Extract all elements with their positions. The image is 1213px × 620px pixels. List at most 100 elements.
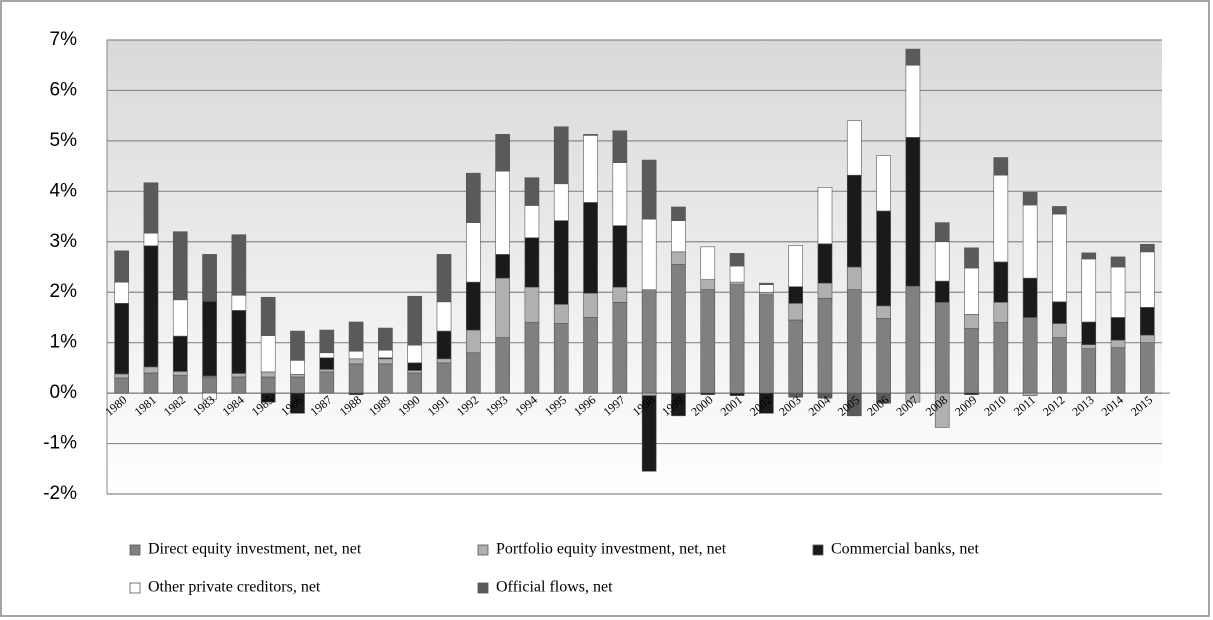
bar-segment xyxy=(905,64,921,138)
bar-segment xyxy=(788,286,804,304)
bar-segment xyxy=(524,286,540,323)
legend-swatch xyxy=(477,544,489,556)
bar-segment xyxy=(407,370,423,374)
bar-segment xyxy=(612,162,628,226)
bar-segment xyxy=(993,261,1009,303)
bar-segment xyxy=(876,305,891,319)
bar-segment xyxy=(964,267,979,315)
bar-segment xyxy=(436,362,452,394)
bar-segment xyxy=(729,281,745,285)
bar-segment xyxy=(583,292,598,318)
bar-segment xyxy=(495,277,510,338)
bar-segment xyxy=(524,205,540,239)
bar-segment xyxy=(172,375,188,394)
bar-segment xyxy=(143,245,159,368)
bar-segment xyxy=(231,310,247,374)
bar-segment xyxy=(114,377,129,394)
bar-segment xyxy=(671,251,686,265)
bar-segment xyxy=(729,284,745,394)
bar-segment xyxy=(817,186,833,245)
bar-segment xyxy=(114,373,129,379)
bar-segment xyxy=(348,392,364,395)
y-tick-label: 2% xyxy=(50,281,78,302)
bar-segment xyxy=(700,289,716,394)
bar-segment xyxy=(934,280,950,303)
bar-segment xyxy=(407,344,423,364)
legend-swatch xyxy=(129,582,141,594)
bar-segment xyxy=(319,371,335,394)
bar-segment xyxy=(172,299,188,337)
bar-segment xyxy=(553,323,569,394)
bar-segment xyxy=(1081,348,1097,394)
plot-area xyxy=(107,40,1162,494)
bar-segment xyxy=(612,302,628,394)
bar-segment xyxy=(1052,206,1067,215)
bar-segment xyxy=(788,319,804,394)
bar-segment xyxy=(348,363,364,394)
bar-segment xyxy=(759,392,774,414)
bar-segment xyxy=(1110,256,1126,268)
bar-segment xyxy=(348,358,364,365)
bar-segment xyxy=(964,392,979,395)
bar-segment xyxy=(143,366,159,374)
bar-segment xyxy=(1022,277,1038,318)
bar-segment xyxy=(231,294,247,311)
bar-segment xyxy=(319,357,335,370)
bar-segment xyxy=(524,322,540,394)
bar-segment xyxy=(114,281,129,304)
legend-swatch xyxy=(129,544,141,556)
bar-segment xyxy=(700,246,716,280)
bar-segment xyxy=(964,328,979,394)
bar-segment xyxy=(583,134,598,136)
bar-segment xyxy=(905,392,921,403)
bar-segment xyxy=(319,352,335,359)
bar-segment xyxy=(260,376,276,394)
bar-segment xyxy=(260,371,276,378)
legend-label: Portfolio equity investment, net, net xyxy=(496,541,727,558)
bar-segment xyxy=(612,225,628,288)
bar-segment xyxy=(641,218,657,290)
bar-segment xyxy=(905,48,921,66)
bar-segment xyxy=(1022,317,1038,394)
bar-segment xyxy=(143,232,159,247)
bar-segment xyxy=(964,247,979,269)
bar-segment xyxy=(495,337,510,394)
bar-segment xyxy=(583,317,598,394)
bar-segment xyxy=(1052,323,1067,338)
bar-segment xyxy=(964,314,979,329)
bar-segment xyxy=(553,126,569,185)
bar-segment xyxy=(378,363,393,394)
bar-segment xyxy=(378,327,393,351)
bar-segment xyxy=(1052,213,1067,303)
bar-segment xyxy=(465,172,481,223)
bar-segment xyxy=(290,330,305,361)
bar-segment xyxy=(465,329,481,354)
bar-segment xyxy=(846,289,862,394)
bar-segment xyxy=(993,157,1009,176)
bar-segment xyxy=(1081,344,1097,350)
bar-segment xyxy=(641,395,657,472)
bar-segment xyxy=(1140,244,1155,253)
bar-segment xyxy=(1052,301,1067,324)
bar-segment xyxy=(759,282,774,285)
bar-segment xyxy=(671,220,686,253)
bar-segment xyxy=(553,304,569,324)
bar-segment xyxy=(260,392,276,403)
bar-segment xyxy=(1081,252,1097,260)
bar-segment xyxy=(407,295,423,346)
bar-segment xyxy=(934,302,950,394)
bar-segment xyxy=(524,177,540,206)
bar-segment xyxy=(1110,266,1126,318)
bar-segment xyxy=(231,234,247,296)
bar-segment xyxy=(436,301,452,332)
bar-segment xyxy=(583,202,598,294)
bar-segment xyxy=(1052,337,1067,394)
bar-segment xyxy=(495,254,510,279)
bar-segment xyxy=(905,137,921,287)
bar-segment xyxy=(524,237,540,288)
bar-segment xyxy=(846,120,862,176)
bar-segment xyxy=(612,130,628,163)
bar-segment xyxy=(172,335,188,372)
bar-segment xyxy=(143,182,159,234)
bar-segment xyxy=(553,220,569,305)
